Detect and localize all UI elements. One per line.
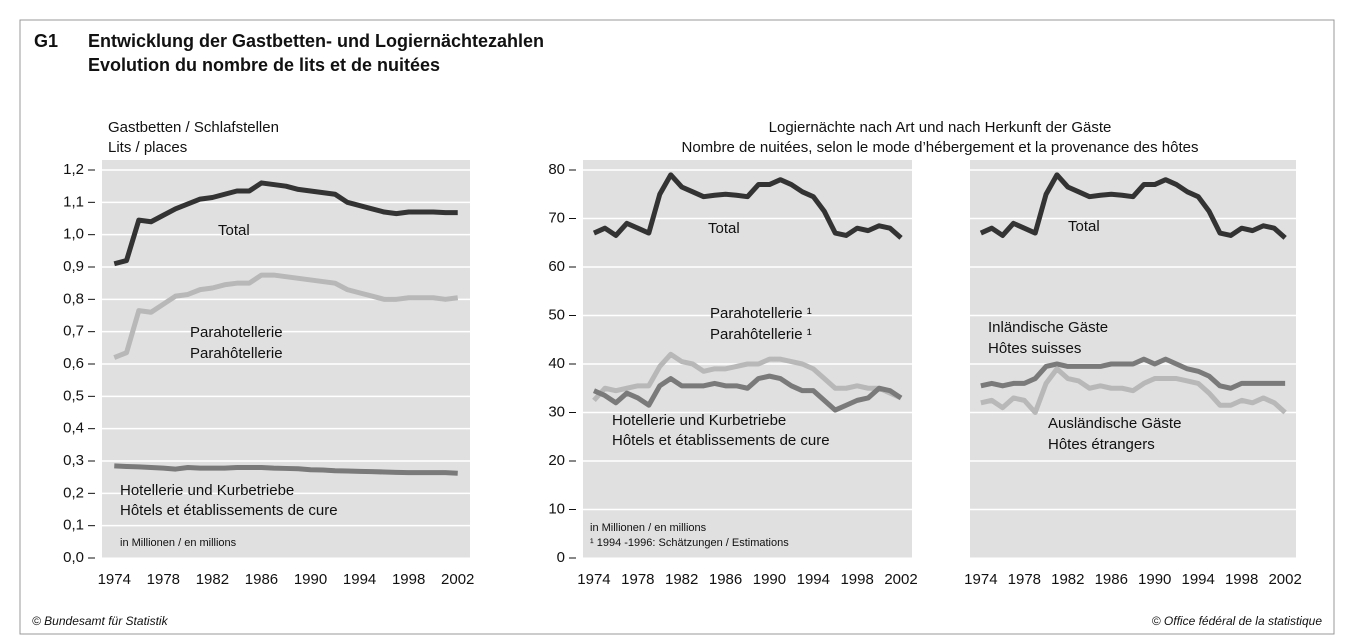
y-tick-label: 40 bbox=[548, 355, 565, 372]
x-tick-label: 1974 bbox=[98, 571, 131, 588]
x-tick-label: 1978 bbox=[621, 571, 654, 588]
y-tick-label: 30 bbox=[548, 403, 565, 420]
y-tick-label: 0,6 bbox=[63, 355, 84, 372]
series-line bbox=[592, 373, 903, 413]
x-tick-label: 1994 bbox=[797, 571, 830, 588]
y-tick-label: 0 bbox=[557, 549, 565, 566]
series-label: Parahôtellerie bbox=[190, 345, 283, 362]
series-label: Hôtels et établissements de cure bbox=[612, 432, 830, 449]
x-tick-label: 2002 bbox=[441, 571, 474, 588]
series-label: Hôtes suisses bbox=[988, 340, 1081, 357]
x-tick-label: 1982 bbox=[196, 571, 229, 588]
footer: © Bundesamt für Statistik bbox=[32, 614, 169, 628]
y-tick-label: 0,4 bbox=[63, 420, 84, 437]
series-line bbox=[114, 463, 458, 476]
x-tick-label: 1998 bbox=[392, 571, 425, 588]
series-label: Hôtes étrangers bbox=[1048, 436, 1155, 453]
y-tick-label: 0,8 bbox=[63, 290, 84, 307]
footer: © Office fédéral de la statistique bbox=[1152, 614, 1323, 628]
series-line bbox=[980, 356, 1286, 391]
y-tick-label: 1,1 bbox=[63, 193, 84, 210]
x-tick-label: 1978 bbox=[1008, 571, 1041, 588]
plots: 0,0 0,1 0,2 0,3 0,4 0,5 0,6 0,7 0,8 0,9 1,0 1,1 1,2 1… bbox=[63, 160, 1302, 588]
series-label: Parahotellerie bbox=[190, 324, 283, 341]
y-tick-label: 60 bbox=[548, 258, 565, 275]
y-tick-label: 10 bbox=[548, 500, 565, 517]
series-label: Inländische Gäste bbox=[988, 319, 1108, 336]
note: in Millionen / en millions bbox=[590, 522, 707, 534]
y-axis-label: Gastbetten / Schlafstellen bbox=[108, 119, 279, 136]
series-line bbox=[980, 366, 1287, 415]
series-line bbox=[592, 172, 903, 240]
y-axis-label: Lits / places bbox=[108, 139, 187, 156]
x-tick-label: 1986 bbox=[245, 571, 278, 588]
plot-background bbox=[102, 160, 470, 558]
y-tick-label: 70 bbox=[548, 209, 565, 226]
x-tick-label: 2002 bbox=[1268, 571, 1301, 588]
figure-code: G1 bbox=[34, 31, 58, 51]
y-tick-label: 0,7 bbox=[63, 323, 84, 340]
series-line bbox=[979, 172, 1287, 240]
note: in Millionen / en millions bbox=[120, 537, 237, 549]
figure-title: Evolution du nombre de lits et de nuitée… bbox=[88, 55, 440, 75]
x-tick-label: 1986 bbox=[1095, 571, 1128, 588]
series-line bbox=[113, 272, 459, 360]
series-label: Parahotellerie ¹ bbox=[710, 305, 812, 322]
x-tick-label: 1978 bbox=[147, 571, 180, 588]
x-tick-label: 1998 bbox=[1225, 571, 1258, 588]
x-tick-label: 1990 bbox=[753, 571, 786, 588]
x-tick-label: 1998 bbox=[840, 571, 873, 588]
x-tick-label: 1990 bbox=[1138, 571, 1171, 588]
x-tick-label: 1994 bbox=[343, 571, 376, 588]
annotations: Total Parahotellerie Parahôtellerie Hote… bbox=[120, 218, 1181, 549]
series-label: Hôtels et établissements de cure bbox=[120, 502, 338, 519]
y-tick-label: 0,3 bbox=[63, 452, 84, 469]
y-tick-label: 20 bbox=[548, 452, 565, 469]
y-tick-label: 0,1 bbox=[63, 517, 84, 534]
plot-background bbox=[583, 160, 912, 558]
figure-title: Entwicklung der Gastbetten- und Logiernä… bbox=[88, 31, 544, 51]
x-tick-label: 1982 bbox=[665, 571, 698, 588]
series-line bbox=[592, 351, 903, 403]
panel-heading: Logiernächte nach Art und nach Herkunft … bbox=[769, 119, 1112, 136]
y-tick-label: 1,2 bbox=[63, 161, 84, 178]
y-tick-label: 0,5 bbox=[63, 387, 84, 404]
series-label: Total bbox=[218, 222, 250, 239]
x-tick-label: 1982 bbox=[1051, 571, 1084, 588]
y-tick-label: 0,9 bbox=[63, 258, 84, 275]
y-tick-label: 50 bbox=[548, 306, 565, 323]
y-tick-label: 1,0 bbox=[63, 226, 84, 243]
x-tick-label: 2002 bbox=[884, 571, 917, 588]
x-tick-label: 1986 bbox=[709, 571, 742, 588]
x-tick-label: 1974 bbox=[964, 571, 997, 588]
note: ¹ 1994 -1996: Schätzungen / Estimations bbox=[590, 537, 789, 549]
plot-background bbox=[970, 160, 1296, 558]
series-label: Hotellerie und Kurbetriebe bbox=[120, 482, 294, 499]
panel-heading: Nombre de nuitées, selon le mode d’héber… bbox=[682, 139, 1199, 156]
x-tick-label: 1994 bbox=[1182, 571, 1215, 588]
y-tick-label: 80 bbox=[548, 161, 565, 178]
x-tick-label: 1974 bbox=[577, 571, 610, 588]
series-label: Parahôtellerie ¹ bbox=[710, 326, 812, 343]
series-label: Ausländische Gäste bbox=[1048, 415, 1181, 432]
series-line bbox=[113, 180, 458, 267]
series-label: Total bbox=[708, 220, 740, 237]
y-tick-label: 0,2 bbox=[63, 484, 84, 501]
y-tick-label: 0,0 bbox=[63, 549, 84, 566]
series-label: Total bbox=[1068, 218, 1100, 235]
x-tick-label: 1990 bbox=[294, 571, 327, 588]
series-label: Hotellerie und Kurbetriebe bbox=[612, 412, 786, 429]
